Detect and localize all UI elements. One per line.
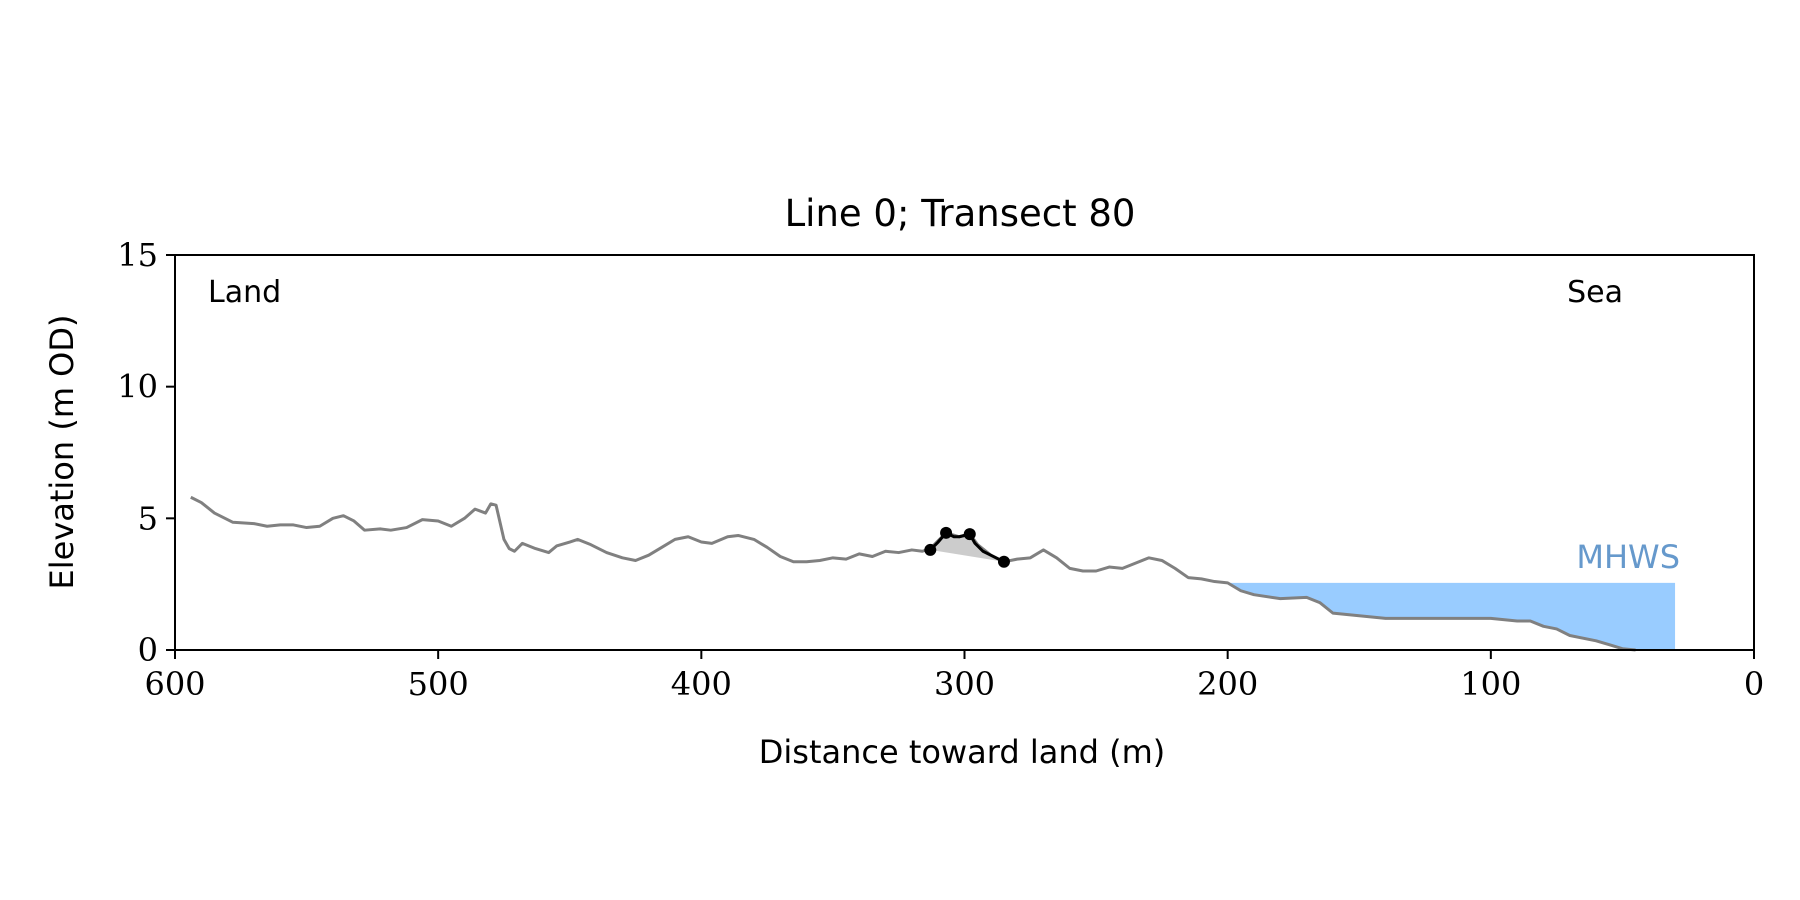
y-axis: 0 5 10 15 <box>117 236 175 669</box>
dune-marker <box>963 528 976 541</box>
mhws-label: MHWS <box>1576 538 1680 576</box>
mhws-fill <box>1227 582 1676 650</box>
x-tick-label: 600 <box>144 665 205 703</box>
chart-title: Line 0; Transect 80 <box>785 192 1136 235</box>
x-tick-label: 100 <box>1460 665 1521 703</box>
y-tick-label: 5 <box>138 499 158 537</box>
profile-line <box>190 495 1636 652</box>
dune-marker <box>997 555 1010 568</box>
x-tick-label: 200 <box>1197 665 1258 703</box>
dune-marker <box>924 543 937 556</box>
x-tick-label: 300 <box>934 665 995 703</box>
sea-label: Sea <box>1567 275 1623 310</box>
land-label: Land <box>208 275 281 310</box>
y-tick-label: 15 <box>117 236 158 274</box>
x-tick-label: 0 <box>1744 665 1764 703</box>
x-axis-label: Distance toward land (m) <box>759 733 1165 771</box>
dune-fill <box>930 532 1004 562</box>
x-tick-label: 500 <box>408 665 469 703</box>
x-axis: 600 500 400 300 200 100 0 <box>144 650 1764 703</box>
x-tick-label: 400 <box>671 665 732 703</box>
plot-area <box>190 495 1676 652</box>
dune-marker <box>940 526 953 539</box>
y-tick-label: 0 <box>138 631 158 669</box>
y-axis-label: Elevation (m OD) <box>43 315 81 590</box>
y-tick-label: 10 <box>117 368 158 406</box>
